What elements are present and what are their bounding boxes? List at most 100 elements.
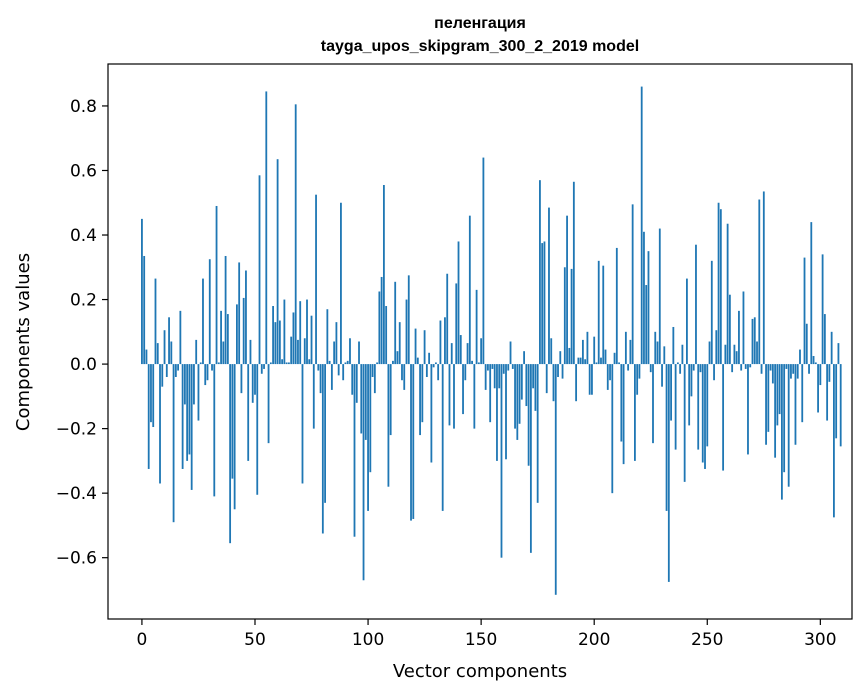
bar-161 — [505, 364, 507, 460]
bar-207 — [609, 364, 611, 381]
bar-78 — [317, 364, 320, 371]
bar-262 — [733, 344, 736, 365]
bar-79 — [319, 364, 322, 394]
bar-96 — [358, 341, 360, 365]
bar-16 — [177, 364, 180, 371]
bar-248 — [701, 364, 704, 463]
bar-294 — [805, 323, 808, 365]
bar-173 — [532, 364, 535, 389]
bar-208 — [611, 364, 614, 494]
bar-278 — [769, 364, 772, 371]
x-tick-label: 0 — [137, 630, 148, 650]
bar-258 — [724, 344, 727, 365]
bar-234 — [670, 364, 672, 421]
bar-127 — [428, 352, 431, 365]
bar-110 — [389, 364, 392, 436]
bar-238 — [679, 364, 682, 374]
bar-232 — [665, 364, 668, 511]
bar-68 — [294, 104, 297, 365]
bar-104 — [376, 362, 379, 365]
x-tick-label: 200 — [578, 630, 610, 650]
bar-171 — [527, 364, 530, 466]
bar-19 — [183, 364, 186, 405]
bar-141 — [459, 335, 462, 365]
bar-100 — [367, 364, 369, 511]
bar-48 — [249, 339, 252, 365]
bar-211 — [618, 362, 620, 365]
bar-249 — [704, 364, 706, 469]
bar-304 — [828, 364, 831, 382]
bar-187 — [563, 267, 566, 365]
bar-146 — [471, 360, 473, 365]
bar-307 — [835, 364, 838, 439]
chart-subtitle: tayga_upos_skipgram_300_2_2019 model — [321, 38, 639, 55]
bar-26 — [199, 362, 202, 365]
bar-263 — [735, 351, 738, 365]
bar-217 — [631, 204, 634, 365]
bar-67 — [292, 312, 295, 365]
bar-6 — [154, 278, 157, 365]
bar-143 — [464, 364, 467, 381]
bar-98 — [362, 364, 365, 581]
bar-283 — [780, 364, 783, 500]
bar-140 — [457, 241, 460, 365]
bar-291 — [799, 349, 801, 365]
bar-40 — [231, 364, 234, 479]
bar-111 — [392, 360, 394, 365]
bar-269 — [749, 364, 752, 368]
bar-194 — [579, 357, 582, 365]
bar-65 — [288, 362, 290, 365]
bar-181 — [550, 338, 553, 365]
bar-300 — [819, 364, 822, 386]
bar-22 — [190, 364, 193, 490]
bar-46 — [245, 270, 247, 365]
bar-233 — [667, 364, 670, 582]
bar-142 — [462, 364, 464, 415]
x-tick-label: 150 — [465, 630, 497, 650]
bar-134 — [444, 317, 446, 365]
bar-47 — [247, 364, 250, 461]
bar-241 — [686, 278, 688, 365]
bar-14 — [172, 364, 175, 523]
bar-90 — [344, 362, 347, 365]
bar-13 — [170, 341, 173, 365]
bar-11 — [165, 364, 168, 377]
x-tick-label: 100 — [352, 630, 384, 650]
bar-129 — [432, 364, 435, 368]
y-tick-label: 0.4 — [70, 226, 97, 246]
bar-92 — [349, 338, 351, 365]
bar-265 — [740, 364, 743, 371]
bar-72 — [303, 338, 306, 365]
bar-237 — [676, 362, 679, 365]
bar-4 — [150, 364, 152, 423]
bar-145 — [468, 215, 471, 365]
bar-60 — [276, 159, 279, 365]
bar-271 — [753, 317, 756, 365]
bar-123 — [419, 364, 421, 436]
bar-157 — [496, 364, 498, 461]
bar-246 — [697, 364, 700, 450]
bar-39 — [229, 364, 232, 544]
bar-85 — [333, 341, 336, 365]
bar-225 — [649, 364, 652, 373]
bar-199 — [591, 364, 593, 395]
bar-29 — [206, 364, 209, 381]
bar-89 — [342, 364, 345, 381]
bar-0 — [141, 218, 143, 365]
bar-150 — [480, 338, 483, 365]
bar-169 — [523, 351, 525, 365]
bar-130 — [435, 362, 437, 365]
bar-175 — [536, 364, 539, 503]
bar-209 — [613, 352, 616, 365]
bar-95 — [355, 364, 358, 403]
bar-222 — [643, 231, 645, 365]
bar-261 — [731, 364, 734, 373]
bar-42 — [236, 304, 238, 365]
bar-119 — [410, 364, 412, 521]
bar-223 — [645, 285, 648, 365]
bar-37 — [224, 255, 227, 365]
bar-204 — [602, 265, 605, 365]
bar-51 — [256, 364, 259, 495]
bar-192 — [575, 364, 578, 402]
bar-252 — [710, 260, 713, 365]
